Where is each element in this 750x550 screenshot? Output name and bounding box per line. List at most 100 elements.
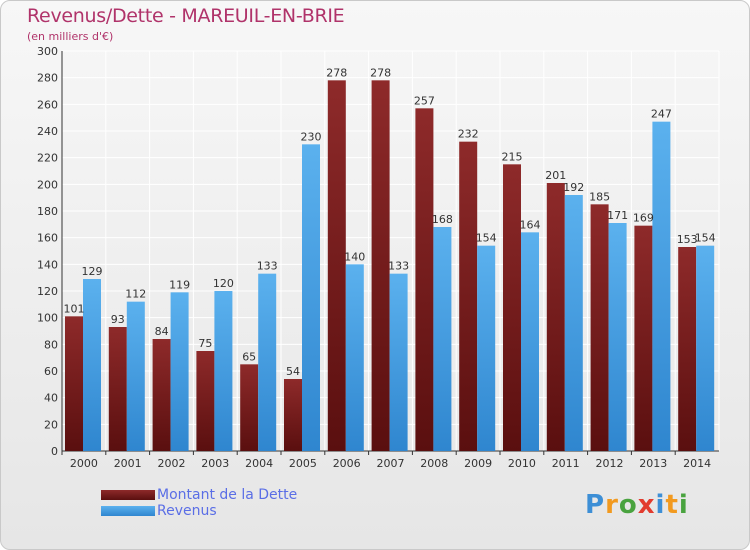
data-label: 101: [64, 302, 85, 315]
legend-swatch-revenus: [101, 506, 155, 516]
axes: 0 20 40 60 80 100 120 140 160 180 200 220 240 260 280 3…: [37, 45, 719, 470]
x-tick-label: 2013: [639, 457, 667, 470]
data-label: 257: [414, 94, 435, 107]
logo-letter: x: [637, 490, 656, 520]
logo-letter: P: [585, 490, 606, 520]
bar-dette: [678, 247, 697, 451]
logo-letter: r: [605, 490, 619, 520]
y-tick-label: 60: [44, 365, 58, 378]
chart-title: Revenus/Dette - MAREUIL-EN-BRIE: [27, 5, 345, 27]
data-label: 112: [125, 288, 146, 301]
data-label: 120: [213, 277, 234, 290]
x-tick-label: 2004: [245, 457, 273, 470]
data-label: 154: [695, 232, 716, 245]
y-tick-label: 160: [37, 232, 58, 245]
legend-label-dette: Montant de la Dette: [157, 487, 298, 503]
bar-revenus: [477, 245, 496, 451]
x-tick-label: 2001: [114, 457, 142, 470]
x-tick-label: 2006: [333, 457, 361, 470]
data-label: 278: [326, 66, 347, 79]
data-label: 133: [388, 260, 409, 273]
data-label: 201: [545, 169, 566, 182]
x-tick-label: 2009: [464, 457, 492, 470]
data-label: 54: [286, 365, 300, 378]
data-label: 93: [111, 313, 125, 326]
data-label: 154: [476, 232, 497, 245]
legend-label-revenus: Revenus: [157, 503, 217, 519]
bar-revenus: [170, 292, 189, 451]
chart-subtitle: (en milliers d'€): [27, 30, 114, 43]
data-label: 133: [257, 260, 278, 273]
bar-revenus: [83, 279, 101, 451]
data-label: 232: [458, 128, 479, 141]
logo-letter: i: [678, 490, 689, 520]
logo-letter: t: [665, 490, 679, 520]
x-tick-label: 2000: [70, 457, 98, 470]
y-tick-label: 180: [37, 205, 58, 218]
bar-revenus: [258, 273, 277, 451]
x-tick-label: 2014: [683, 457, 711, 470]
y-tick-label: 200: [37, 178, 58, 191]
bar-revenus: [608, 223, 627, 451]
x-tick-label: 2010: [508, 457, 536, 470]
bar-dette: [415, 108, 434, 451]
bar-revenus: [126, 301, 145, 451]
bar-revenus: [214, 291, 233, 451]
y-tick-label: 0: [51, 445, 58, 458]
data-label: 119: [169, 278, 190, 291]
y-tick-label: 260: [37, 98, 58, 111]
bar-dette: [590, 204, 609, 451]
bar-dette: [65, 316, 83, 451]
data-label: 171: [607, 209, 628, 222]
data-label: 230: [301, 130, 322, 143]
bar-revenus: [389, 273, 408, 451]
x-tick-label: 2011: [552, 457, 580, 470]
bar-dette: [634, 225, 653, 451]
x-tick-label: 2002: [158, 457, 186, 470]
data-label: 278: [370, 66, 391, 79]
x-tick-label: 2012: [596, 457, 624, 470]
bar-revenus: [564, 195, 583, 451]
bar-revenus: [302, 144, 320, 452]
y-tick-label: 240: [37, 125, 58, 138]
bar-dette: [546, 183, 565, 451]
bar-dette: [152, 339, 171, 451]
y-tick-label: 300: [37, 45, 58, 58]
x-tick-label: 2005: [289, 457, 317, 470]
bar-dette: [327, 80, 346, 451]
bar-dette: [371, 80, 390, 451]
y-tick-label: 100: [37, 312, 58, 325]
bar-revenus: [433, 227, 452, 451]
y-tick-label: 140: [37, 258, 58, 271]
legend-item-revenus: Revenus: [101, 503, 297, 519]
y-tick-label: 280: [37, 72, 58, 85]
x-tick-label: 2003: [201, 457, 229, 470]
data-label: 129: [82, 265, 103, 278]
data-label: 164: [520, 218, 541, 231]
bar-dette: [459, 141, 478, 451]
bar-dette: [196, 351, 215, 451]
y-tick-label: 120: [37, 285, 58, 298]
legend: Montant de la Dette Revenus: [101, 487, 297, 519]
data-label: 140: [344, 250, 365, 263]
data-label: 84: [155, 325, 169, 338]
bar-dette: [503, 164, 521, 452]
bars: [65, 80, 715, 452]
x-tick-label: 2008: [420, 457, 448, 470]
data-label: 65: [242, 350, 256, 363]
data-label: 75: [198, 337, 212, 350]
data-label: 192: [563, 181, 584, 194]
x-tick-label: 2007: [377, 457, 405, 470]
data-label: 247: [651, 108, 672, 121]
legend-swatch-dette: [101, 490, 155, 500]
data-label: 153: [677, 233, 698, 246]
data-label: 169: [633, 212, 654, 225]
y-tick-label: 20: [44, 418, 58, 431]
y-tick-label: 40: [44, 392, 58, 405]
legend-item-dette: Montant de la Dette: [101, 487, 297, 503]
proxiti-logo: Proxiti: [585, 490, 689, 520]
bar-revenus: [696, 245, 715, 451]
data-label: 215: [502, 150, 523, 163]
